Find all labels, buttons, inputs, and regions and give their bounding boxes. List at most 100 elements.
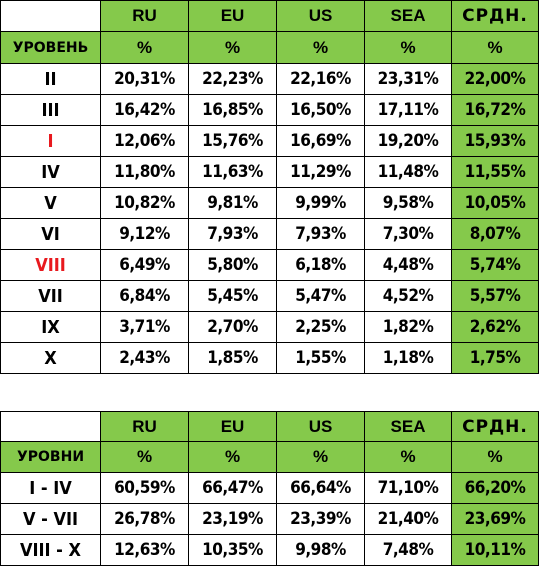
average-value-cell: 5,57% — [451, 280, 539, 312]
value-cell: 4,48% — [364, 249, 452, 281]
table-row: V - VII 26,78% 23,19% 23,39% 21,40% 23,69% — [0, 503, 539, 535]
table-row: I 12,06% 15,76% 16,69% 19,20% 15,93% — [0, 125, 539, 157]
value-cell: 6,18% — [276, 249, 365, 281]
level-cell: IX — [0, 311, 101, 343]
value-cell: 12,63% — [100, 534, 189, 566]
table-row: IV 11,80% 11,63% 11,29% 11,48% 11,55% — [0, 156, 539, 188]
table-row: VI 9,12% 7,93% 7,93% 7,30% 8,07% — [0, 218, 539, 250]
table-row: II 20,31% 22,23% 22,16% 23,31% 22,00% — [0, 63, 539, 95]
value-cell: 9,12% — [100, 218, 189, 250]
unit-cell: % — [100, 31, 189, 64]
value-cell: 19,20% — [364, 125, 452, 157]
level-cell: I — [0, 125, 101, 157]
unit-header-row: УРОВЕНЬ%%%%% — [0, 31, 539, 64]
unit-cell: % — [100, 441, 189, 473]
value-cell: 9,58% — [364, 187, 452, 219]
region-column-header: US — [276, 0, 365, 32]
value-cell: 1,85% — [188, 342, 277, 374]
value-cell: 1,18% — [364, 342, 452, 374]
value-cell: 7,48% — [364, 534, 452, 566]
value-cell: 66,64% — [276, 472, 365, 504]
level-cell: II — [0, 63, 101, 95]
value-cell: 5,80% — [188, 249, 277, 281]
value-cell: 3,71% — [100, 311, 189, 343]
table-row: III 16,42% 16,85% 16,50% 17,11% 16,72% — [0, 94, 539, 126]
region-column-header: SEA — [364, 411, 452, 442]
value-cell: 23,31% — [364, 63, 452, 95]
value-cell: 22,23% — [188, 63, 277, 95]
average-value-cell: 2,62% — [451, 311, 539, 343]
level-cell: X — [0, 342, 101, 374]
value-cell: 1,82% — [364, 311, 452, 343]
region-header-row: RU EU US SEA СРДН. — [0, 0, 539, 32]
value-cell: 16,85% — [188, 94, 277, 126]
region-column-header: US — [276, 411, 365, 442]
value-cell: 6,49% — [100, 249, 189, 281]
region-column-header: SEA — [364, 0, 452, 32]
value-cell: 2,43% — [100, 342, 189, 374]
region-column-header: RU — [100, 0, 189, 32]
level-cell: VI — [0, 218, 101, 250]
value-cell: 7,30% — [364, 218, 452, 250]
value-cell: 15,76% — [188, 125, 277, 157]
value-cell: 17,11% — [364, 94, 452, 126]
level-groups-table: RU EU US SEA СРДН. УРОВНИ%%%%% I - IV 60,59% 66,… — [0, 411, 539, 566]
value-cell: 11,48% — [364, 156, 452, 188]
average-value-cell: 1,75% — [451, 342, 539, 374]
table-row: VII 6,84% 5,45% 5,47% 4,52% 5,57% — [0, 280, 539, 312]
value-cell: 5,47% — [276, 280, 365, 312]
unit-cell: % — [364, 31, 452, 64]
value-cell: 10,82% — [100, 187, 189, 219]
value-cell: 4,52% — [364, 280, 452, 312]
value-cell: 9,98% — [276, 534, 365, 566]
unit-cell: % — [451, 441, 539, 473]
value-cell: 12,06% — [100, 125, 189, 157]
region-column-header: RU — [100, 411, 189, 442]
average-value-cell: 15,93% — [451, 125, 539, 157]
level-cell: VIII - X — [0, 534, 101, 566]
table-row: VIII - X 12,63% 10,35% 9,98% 7,48% 10,11% — [0, 534, 539, 566]
average-value-cell: 10,11% — [451, 534, 539, 566]
value-cell: 20,31% — [100, 63, 189, 95]
value-cell: 7,93% — [276, 218, 365, 250]
average-value-cell: 8,07% — [451, 218, 539, 250]
level-cell: IV — [0, 156, 101, 188]
level-cell: VIII — [0, 249, 101, 281]
value-cell: 16,42% — [100, 94, 189, 126]
value-cell: 71,10% — [364, 472, 452, 504]
table-row: V 10,82% 9,81% 9,99% 9,58% 10,05% — [0, 187, 539, 219]
average-column-header: СРДН. — [451, 0, 539, 32]
value-cell: 9,99% — [276, 187, 365, 219]
value-cell: 16,69% — [276, 125, 365, 157]
unit-cell: % — [188, 441, 277, 473]
value-cell: 23,19% — [188, 503, 277, 535]
value-cell: 6,84% — [100, 280, 189, 312]
value-cell: 2,70% — [188, 311, 277, 343]
corner-cell — [0, 411, 101, 442]
value-cell: 11,80% — [100, 156, 189, 188]
unit-cell: % — [188, 31, 277, 64]
region-header-row: RU EU US SEA СРДН. — [0, 411, 539, 442]
level-cell: V — [0, 187, 101, 219]
region-column-header: EU — [188, 411, 277, 442]
value-cell: 22,16% — [276, 63, 365, 95]
value-cell: 11,29% — [276, 156, 365, 188]
value-cell: 60,59% — [100, 472, 189, 504]
average-value-cell: 66,20% — [451, 472, 539, 504]
unit-cell: % — [276, 441, 365, 473]
level-cell: III — [0, 94, 101, 126]
value-cell: 23,39% — [276, 503, 365, 535]
value-cell: 11,63% — [188, 156, 277, 188]
row-header-label: УРОВЕНЬ — [0, 31, 101, 64]
table-row: VIII 6,49% 5,80% 6,18% 4,48% 5,74% — [0, 249, 539, 281]
unit-cell: % — [276, 31, 365, 64]
value-cell: 21,40% — [364, 503, 452, 535]
average-value-cell: 5,74% — [451, 249, 539, 281]
unit-cell: % — [451, 31, 539, 64]
level-cell: V - VII — [0, 503, 101, 535]
value-cell: 66,47% — [188, 472, 277, 504]
average-value-cell: 22,00% — [451, 63, 539, 95]
value-cell: 5,45% — [188, 280, 277, 312]
unit-header-row: УРОВНИ%%%%% — [0, 441, 539, 473]
value-cell: 26,78% — [100, 503, 189, 535]
